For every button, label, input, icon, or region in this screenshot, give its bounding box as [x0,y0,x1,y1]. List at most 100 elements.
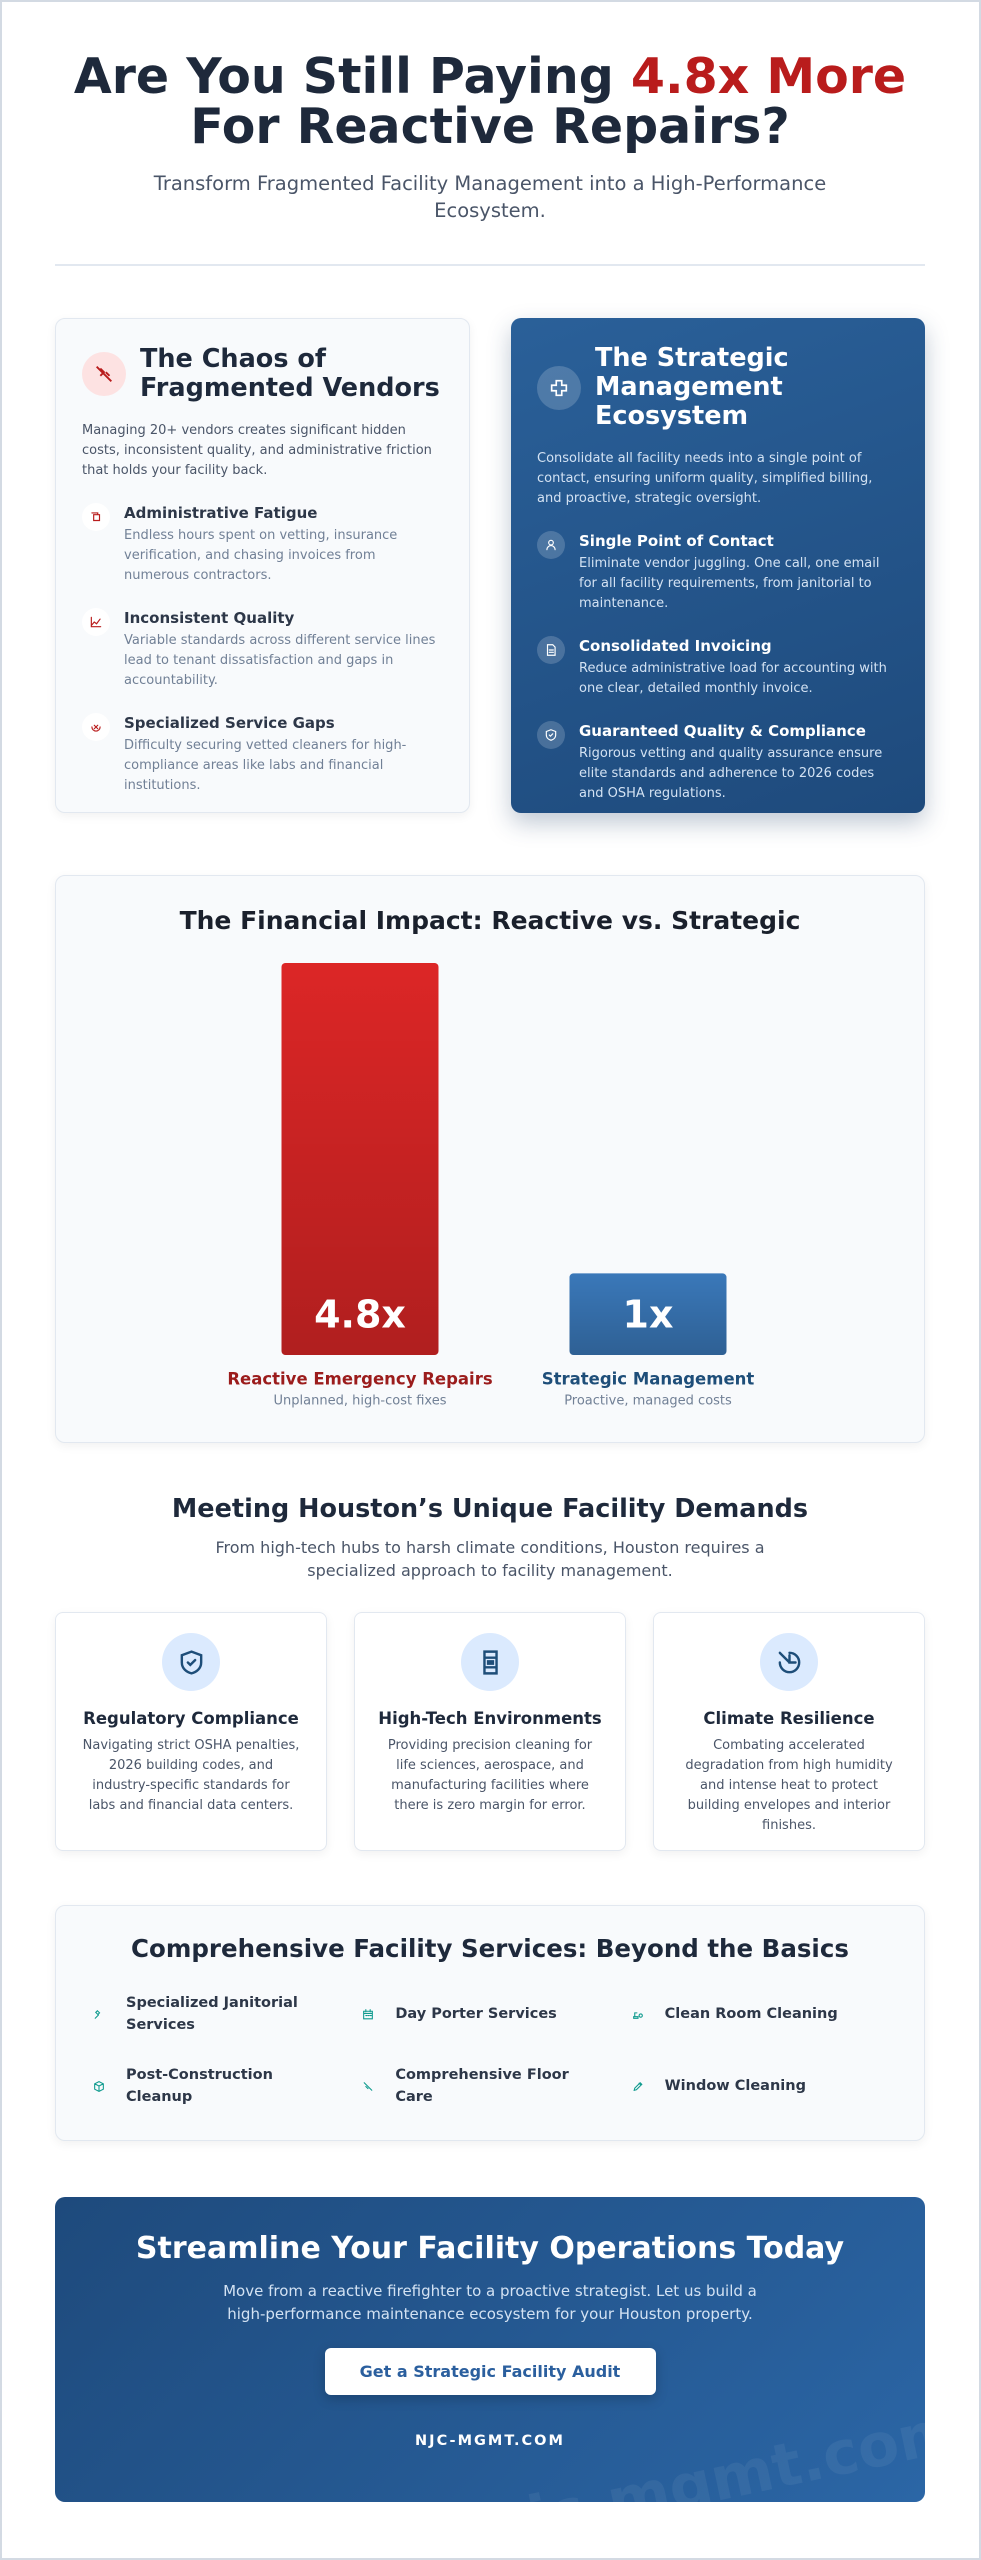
divider [55,264,925,266]
card-intro: Consolidate all facility needs into a si… [537,451,873,506]
icon [760,1633,818,1691]
service-name: Post-Construction Cleanup [126,2067,273,2105]
section-subtitle: From high-tech hubs to harsh climate con… [215,1538,765,1580]
feature-title: Regulatory Compliance [83,1709,299,1728]
icon-path [546,539,556,551]
feature-card: Climate Resilience Combating accelerated … [653,1612,925,1851]
icon-svg [632,2011,643,2019]
icon [537,531,565,559]
list-item: Consolidated Invoicing Reduce administrat… [537,636,899,699]
icon-svg [94,2009,101,2019]
title-start: Are You Still Paying [73,48,614,105]
icon-path [632,2011,643,2019]
item-body: Specialized Service Gaps Difficulty secur… [124,713,443,796]
icon-svg [482,1649,498,1675]
icon [461,1633,519,1691]
feature-card: High-Tech Environments Providing precisio… [354,1612,626,1851]
list-item: Specialized Service Gaps Difficulty secur… [82,713,443,796]
card-head: The Chaos of Fragmented Vendors [82,345,443,403]
icon-svg [94,2080,104,2092]
icon-svg [363,2008,374,2019]
icon-path [546,644,556,656]
icon [625,2073,651,2099]
category-subtitle: Unplanned, high-cost fixes [274,1394,447,1409]
list-item: Guaranteed Quality & Compliance Rigorous … [537,721,899,804]
card-intro: Managing 20+ vendors creates significant… [82,423,432,478]
icon-path [363,2081,373,2091]
feature-text: Navigating strict OSHA penalties, 2026 b… [82,1738,300,1813]
service-item: Comprehensive Floor Care [355,2061,624,2111]
category-label: Reactive Emergency Repairs [227,1370,493,1389]
service-item: Day Porter Services [355,1989,624,2039]
icon [86,2001,112,2027]
item-text: Endless hours spent on vetting, insuranc… [124,528,398,583]
chaos-card: The Chaos of Fragmented Vendors Managing… [55,318,470,813]
service-name: Day Porter Services [395,2006,557,2022]
item-body: Inconsistent Quality Variable standards a… [124,608,443,691]
item-list: Administrative Fatigue Endless hours spen… [82,503,443,796]
icon [82,713,110,741]
icon [82,503,110,531]
item-title: Administrative Fatigue [124,504,318,522]
list-item: Administrative Fatigue Endless hours spen… [82,503,443,586]
item-body: Guaranteed Quality & Compliance Rigorous … [579,721,899,804]
list-item: Single Point of Contact Eliminate vendor … [537,531,899,614]
service-name: Window Cleaning [664,2078,806,2094]
icon [355,2001,381,2027]
cta-banner: njc-mgmt.com Streamline Your Facility Op… [55,2197,925,2502]
icon-path [94,2009,101,2019]
icon [162,1633,220,1691]
item-body: Single Point of Contact Eliminate vendor … [579,531,899,614]
category-label: Strategic Management [542,1370,755,1389]
item-title: Consolidated Invoicing [579,637,772,655]
icon-path [90,616,102,628]
icon-path [363,2008,374,2019]
item-text: Eliminate vendor juggling. One call, one… [579,556,880,611]
icon-path [91,512,101,522]
title-end: For Reactive Repairs? [190,98,790,155]
chart-title: The Financial Impact: Reactive vs. Strat… [180,906,801,935]
feature-text: Providing precision cleaning for life sc… [387,1738,593,1813]
services-grid: Specialized Janitorial Services Day Porte… [56,1989,924,2111]
bar-shade [281,963,439,1355]
item-body: Consolidated Invoicing Reduce administrat… [579,636,899,699]
icon-path [633,2081,643,2091]
header: Are You Still Paying 4.8x More For Reacti… [55,52,925,224]
card-head: The Strategic Management Ecosystem [537,344,899,431]
section-title: Comprehensive Facility Services: Beyond … [131,1934,849,1963]
chart: The Financial Impact: Reactive vs. Strat… [180,906,801,1409]
icon-path [94,2080,104,2092]
cta-text: Move from a reactive firefighter to a pr… [223,2282,757,2323]
item-title: Specialized Service Gaps [124,714,335,732]
icon [625,2001,651,2027]
strategic-card: The Strategic Management Ecosystem Conso… [511,318,925,813]
icon [537,365,581,410]
service-name: Comprehensive Floor Care [395,2067,569,2105]
subtitle: Transform Fragmented Facility Management… [153,172,827,222]
section-title: Meeting Houston’s Unique Facility Demand… [171,1494,809,1524]
cta-button[interactable]: Get a Strategic Facility Audit [324,2348,656,2395]
icon-path [180,1649,202,1675]
service-item: Post-Construction Cleanup [86,2061,355,2111]
category-subtitle: Proactive, managed costs [564,1394,732,1409]
icon-path [482,1649,498,1675]
service-name: Specialized Janitorial Services [126,1995,298,2033]
icon [355,2073,381,2099]
item-text: Reduce administrative load for accountin… [579,661,887,696]
list-item: Inconsistent Quality Variable standards a… [82,608,443,691]
icon-svg [550,379,568,396]
icon-path [545,729,557,741]
cta-title: Streamline Your Facility Operations Toda… [135,2231,845,2266]
icon-svg [180,1649,202,1675]
icon-svg [91,512,101,522]
item-title: Inconsistent Quality [124,609,295,627]
houston-header: Meeting Houston’s Unique Facility Demand… [55,1494,925,1582]
bar-shade [569,1273,727,1355]
icon-svg [633,2081,643,2091]
main-title: Are You Still Paying 4.8x More For Reacti… [55,52,925,152]
service-item: Clean Room Cleaning [625,1989,894,2039]
icon-svg [778,1651,800,1673]
item-text: Variable standards across different serv… [124,633,436,688]
